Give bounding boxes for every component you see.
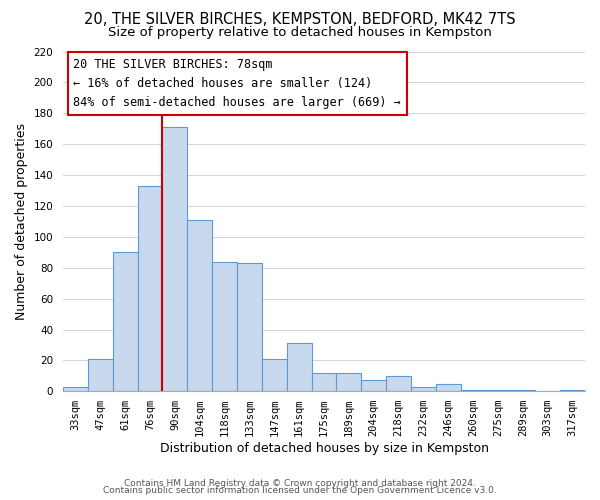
Bar [212, 262, 237, 392]
Text: 20, THE SILVER BIRCHES, KEMPSTON, BEDFORD, MK42 7TS: 20, THE SILVER BIRCHES, KEMPSTON, BEDFOR… [84, 12, 516, 28]
Bar [287, 344, 311, 392]
Bar [113, 252, 137, 392]
Bar [137, 186, 163, 392]
Text: Size of property relative to detached houses in Kempston: Size of property relative to detached ho… [108, 26, 492, 39]
Bar [187, 220, 212, 392]
Bar [411, 386, 436, 392]
Bar [262, 359, 287, 392]
Text: Contains HM Land Registry data © Crown copyright and database right 2024.: Contains HM Land Registry data © Crown c… [124, 478, 476, 488]
Bar [436, 384, 461, 392]
Bar [461, 390, 485, 392]
Bar [560, 390, 585, 392]
Bar [163, 127, 187, 392]
Bar [485, 390, 511, 392]
Bar [88, 359, 113, 392]
Text: 20 THE SILVER BIRCHES: 78sqm
← 16% of detached houses are smaller (124)
84% of s: 20 THE SILVER BIRCHES: 78sqm ← 16% of de… [73, 58, 401, 110]
X-axis label: Distribution of detached houses by size in Kempston: Distribution of detached houses by size … [160, 442, 488, 455]
Bar [361, 380, 386, 392]
Bar [63, 386, 88, 392]
Bar [237, 263, 262, 392]
Bar [511, 390, 535, 392]
Bar [386, 376, 411, 392]
Bar [337, 373, 361, 392]
Bar [311, 373, 337, 392]
Text: Contains public sector information licensed under the Open Government Licence v3: Contains public sector information licen… [103, 486, 497, 495]
Y-axis label: Number of detached properties: Number of detached properties [15, 123, 28, 320]
